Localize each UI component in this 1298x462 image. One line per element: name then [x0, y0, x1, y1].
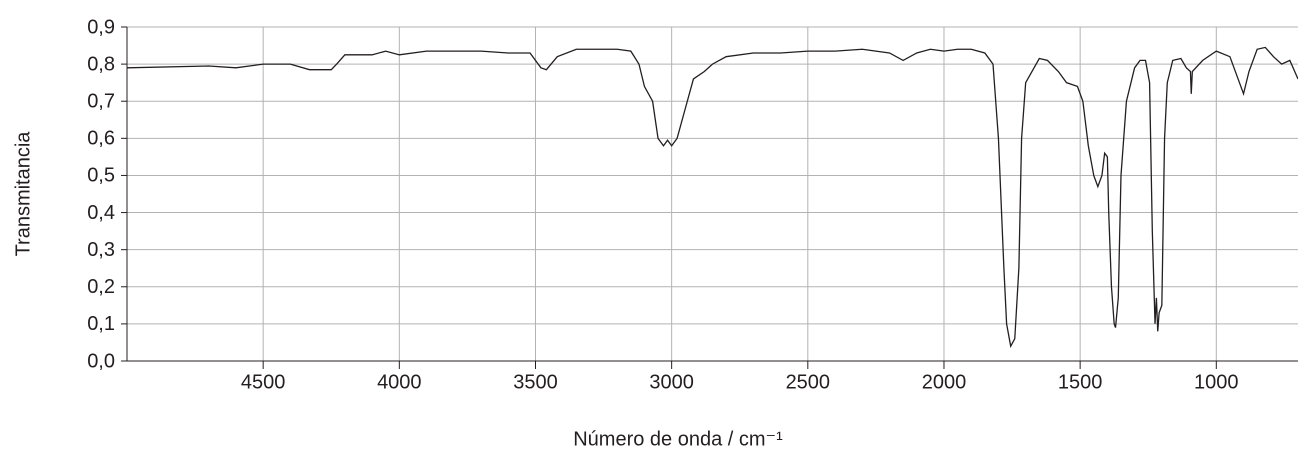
- y-tick-label: 0,7: [87, 91, 115, 113]
- y-tick-label: 0,3: [87, 239, 115, 261]
- y-tick-label: 0,9: [87, 16, 115, 38]
- y-tick-label: 0,8: [87, 53, 115, 75]
- x-tick-label: 1500: [1058, 371, 1103, 393]
- x-tick-label: 4500: [241, 371, 286, 393]
- y-axis-label: Transmitancia: [12, 131, 34, 257]
- y-tick-label: 0,4: [87, 202, 115, 224]
- x-tick-label: 2500: [786, 371, 831, 393]
- x-tick-label: 3500: [513, 371, 558, 393]
- x-tick-label: 4000: [377, 371, 422, 393]
- x-tick-label: 2000: [922, 371, 967, 393]
- x-tick-label: 1000: [1194, 371, 1239, 393]
- y-tick-label: 0,0: [87, 350, 115, 372]
- x-axis-label: Número de onda / cm⁻¹: [573, 428, 783, 450]
- y-tick-label: 0,1: [87, 313, 115, 335]
- x-tick-label: 3000: [649, 371, 694, 393]
- y-tick-label: 0,5: [87, 165, 115, 187]
- y-tick-label: 0,6: [87, 128, 115, 150]
- spectrum-line: [126, 46, 1298, 349]
- y-tick-label: 0,2: [87, 276, 115, 298]
